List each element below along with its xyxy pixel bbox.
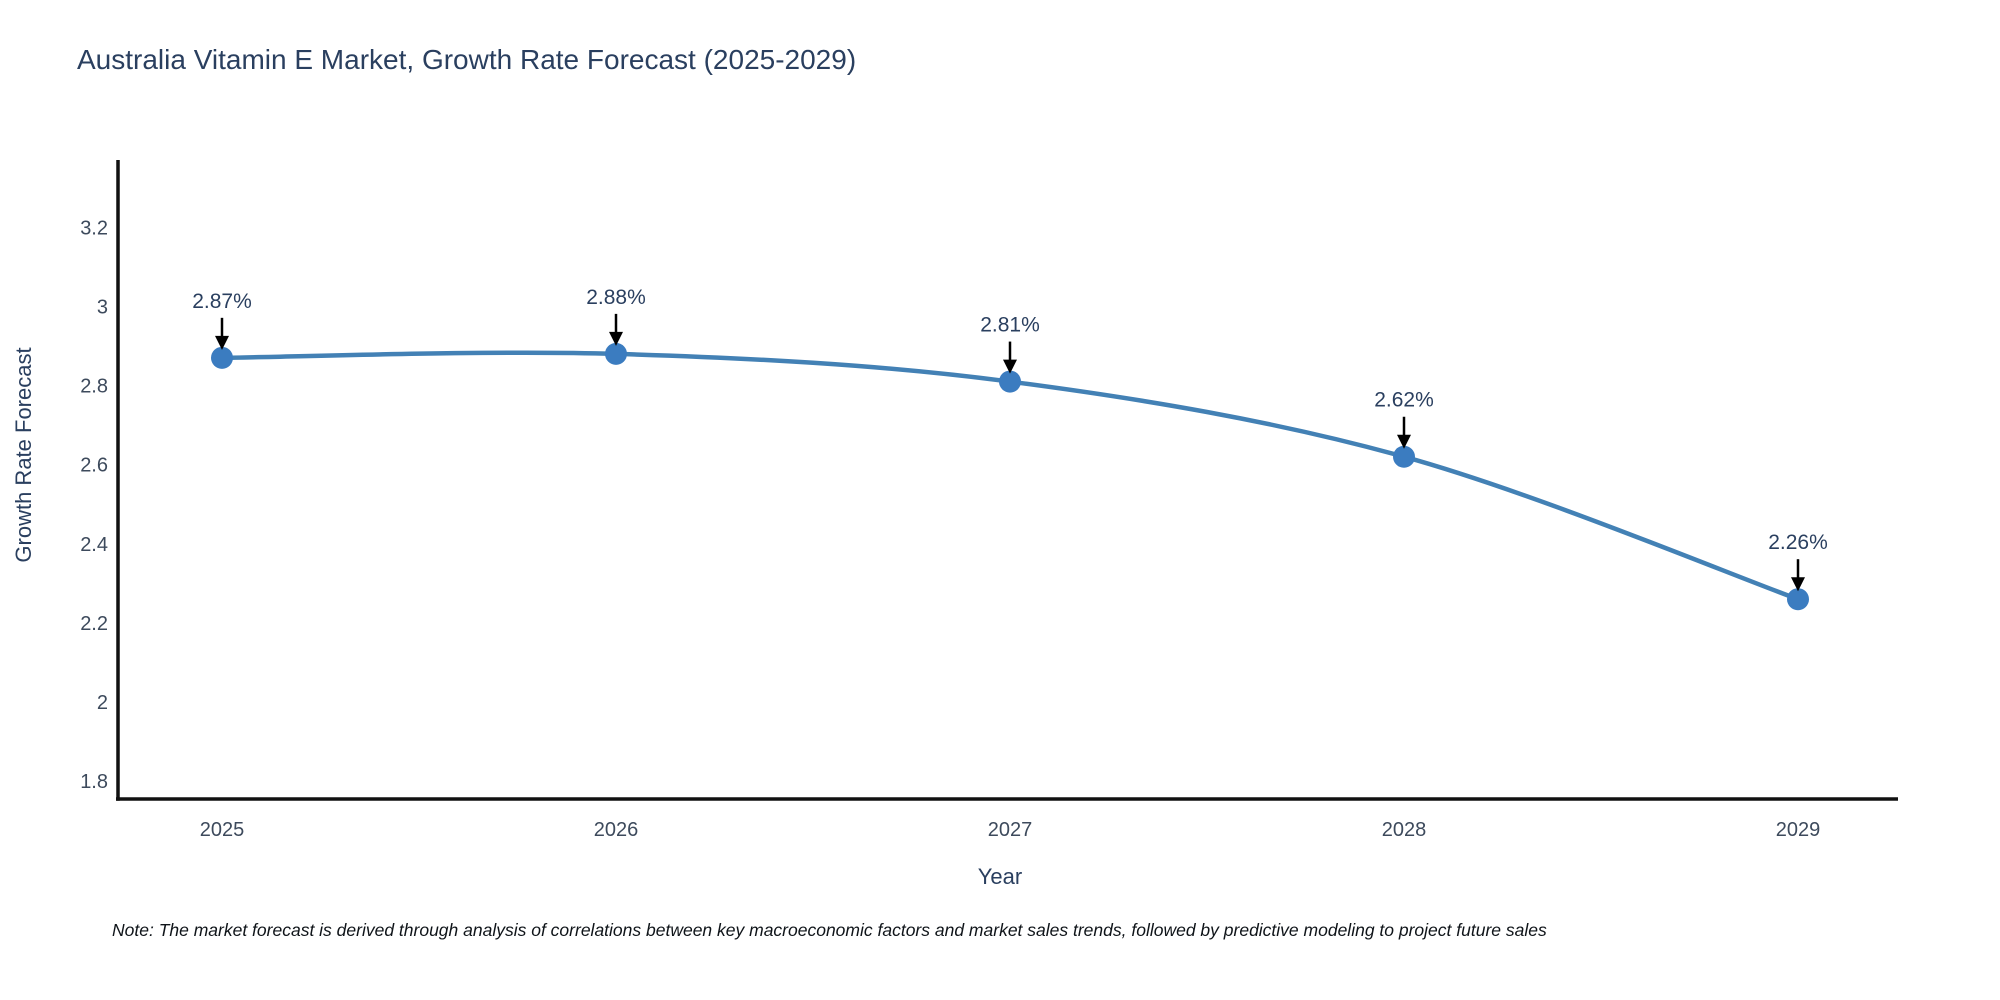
data-point-marker[interactable] xyxy=(999,370,1021,393)
data-point-label: 2.81% xyxy=(980,314,1040,337)
y-tick-label: 3 xyxy=(97,296,108,318)
data-point-marker[interactable] xyxy=(1393,445,1415,468)
footnote: Note: The market forecast is derived thr… xyxy=(112,920,1547,940)
x-tick-label: 2029 xyxy=(1776,819,1821,841)
x-tick-label: 2028 xyxy=(1382,819,1427,841)
annotation-arrowhead-icon xyxy=(1397,434,1411,449)
y-tick-label: 2.4 xyxy=(80,534,108,556)
data-point-label: 2.62% xyxy=(1374,389,1434,412)
annotation-arrowhead-icon xyxy=(215,335,229,350)
x-tick-label: 2026 xyxy=(594,819,639,841)
x-tick-label: 2025 xyxy=(200,819,245,841)
data-point-label: 2.26% xyxy=(1768,531,1828,554)
y-tick-label: 2 xyxy=(97,692,108,714)
data-point-marker[interactable] xyxy=(605,342,627,365)
data-point-label: 2.88% xyxy=(586,286,646,309)
y-tick-label: 1.8 xyxy=(80,771,108,793)
annotation-arrowhead-icon xyxy=(1003,359,1017,374)
annotation-arrowhead-icon xyxy=(609,331,623,346)
chart-title: Australia Vitamin E Market, Growth Rate … xyxy=(77,44,857,75)
data-point-label: 2.87% xyxy=(192,290,252,313)
y-tick-label: 2.2 xyxy=(80,613,108,635)
data-point-marker[interactable] xyxy=(211,346,233,369)
data-point-marker[interactable] xyxy=(1787,588,1809,611)
annotation-arrowhead-icon xyxy=(1791,577,1805,592)
x-axis-title: Year xyxy=(977,864,1023,889)
y-tick-label: 3.2 xyxy=(80,217,108,239)
y-tick-label: 2.8 xyxy=(80,376,108,398)
x-tick-label: 2027 xyxy=(988,819,1033,841)
y-tick-label: 2.6 xyxy=(80,455,108,477)
